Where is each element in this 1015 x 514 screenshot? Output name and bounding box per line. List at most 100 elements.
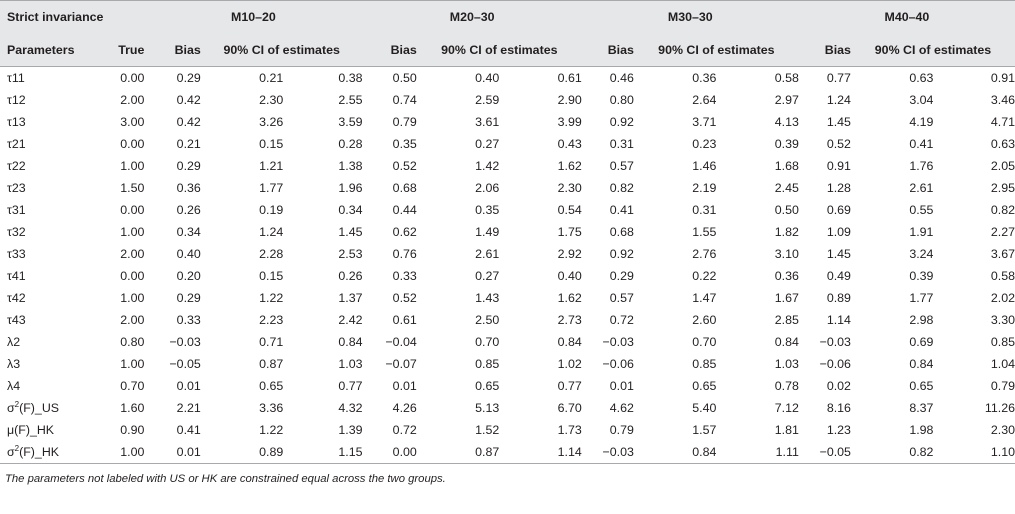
header-bias: Bias [824,42,851,57]
bias-value: 0.52 [392,291,417,305]
ci-upper: 6.70 [557,401,582,415]
ci-lower: 0.55 [909,203,934,217]
bias-value: 0.29 [176,291,201,305]
ci-upper: 4.32 [338,401,363,415]
ci-upper: 1.45 [338,225,363,239]
group-label: M20–30 [449,10,495,24]
ci-upper: 1.02 [557,357,582,371]
ci-upper: 3.30 [990,313,1015,327]
ci-lower: 0.85 [692,357,717,371]
bias-value: 0.29 [176,71,201,85]
ci-upper: 0.50 [774,203,799,217]
ci-upper: 2.92 [557,247,582,261]
parameter-suffix: (F)_US [19,401,60,415]
table-row: τ42 1.00 0.29 1.22 1.37 0.52 1.43 1.62 0.57 1.47 1… [0,287,1015,309]
ci-lower: 3.04 [909,93,934,107]
parameter-name: τ33 [7,247,26,261]
ci-lower: 1.24 [259,225,284,239]
table-row: λ2 0.80 −0.03 0.71 0.84 −0.04 0.70 0.84 −0.03 0.7… [0,331,1015,353]
bias-value: 0.72 [609,313,634,327]
ci-lower: 0.23 [692,137,717,151]
ci-upper: 1.15 [338,445,363,459]
ci-lower: 4.19 [909,115,934,129]
table-row: μ(F)_HK 0.90 0.41 1.22 1.39 0.72 1.52 1.73 0.79 1… [0,419,1015,441]
ci-lower: 0.19 [259,203,284,217]
ci-upper: 2.27 [990,225,1015,239]
ci-upper: 0.39 [774,137,799,151]
ci-upper: 1.10 [990,445,1015,459]
bias-value: −0.03 [602,445,634,459]
true-value: 1.00 [120,445,145,459]
bias-value: 0.57 [609,159,634,173]
header-ci: 90% CI of estimates [223,42,340,57]
group-m20-30: M20–30 [363,1,582,34]
true-value: 1.00 [120,357,145,371]
bias-value: 0.26 [176,203,201,217]
group-label: M30–30 [667,10,713,24]
header-ci: 90% CI of estimates [441,42,558,57]
ci-lower: 3.36 [259,401,284,415]
bias-value: 0.36 [176,181,201,195]
bias-value: 0.44 [392,203,417,217]
true-value: 0.00 [120,137,145,151]
column-header-row: Parameters True Bias 90% CI of estimates… [0,33,1015,67]
ci-lower: 2.19 [692,181,717,195]
parameter-name: τ43 [7,313,26,327]
ci-upper: 1.04 [990,357,1015,371]
group-header-row: Strict invariance M10–20 M20–30 M30–30 M… [0,0,1015,34]
ci-upper: 0.40 [557,269,582,283]
bias-value: 0.76 [392,247,417,261]
true-value: 1.50 [120,181,145,195]
ci-lower: 0.87 [259,357,284,371]
ci-lower: 1.55 [692,225,717,239]
ci-upper: 1.81 [774,423,799,437]
bias-value: 0.52 [392,159,417,173]
bias-value: 0.40 [176,247,201,261]
bias-value: 0.74 [392,93,417,107]
ci-upper: 0.54 [557,203,582,217]
ci-lower: 1.76 [909,159,934,173]
bias-value: 0.42 [176,93,201,107]
ci-lower: 0.82 [909,445,934,459]
ci-lower: 0.15 [259,269,284,283]
group-label: M40–40 [884,10,930,24]
parameter-name: τ23 [7,181,26,195]
bias-value: 1.24 [826,93,851,107]
bias-value: 0.00 [392,445,417,459]
ci-upper: 0.58 [774,71,799,85]
ci-lower: 1.77 [259,181,284,195]
bias-value: 0.29 [609,269,634,283]
ci-upper: 0.38 [338,71,363,85]
ci-lower: 2.61 [909,181,934,195]
bias-value: 0.49 [826,269,851,283]
ci-upper: 1.67 [774,291,799,305]
ci-lower: 2.30 [259,93,284,107]
bias-value: 0.01 [176,379,201,393]
ci-lower: 0.40 [475,71,500,85]
ci-lower: 3.24 [909,247,934,261]
ci-upper: 1.75 [557,225,582,239]
ci-upper: 0.84 [338,335,363,349]
table-row: τ22 1.00 0.29 1.21 1.38 0.52 1.42 1.62 0.57 1.46 1… [0,155,1015,177]
parameter-symbol: σ [7,445,15,459]
ci-lower: 0.41 [909,137,934,151]
ci-lower: 5.40 [692,401,717,415]
ci-upper: 1.96 [338,181,363,195]
ci-upper: 1.62 [557,291,582,305]
ci-upper: 0.43 [557,137,582,151]
bias-value: 0.33 [176,313,201,327]
ci-lower: 0.65 [259,379,284,393]
bias-value: 0.01 [609,379,634,393]
bias-value: −0.03 [602,335,634,349]
ci-upper: 3.10 [774,247,799,261]
bias-value: 0.50 [392,71,417,85]
bias-value: −0.03 [819,335,851,349]
ci-upper: 1.38 [338,159,363,173]
ci-lower: 0.31 [692,203,717,217]
ci-lower: 0.22 [692,269,717,283]
bias-value: 0.79 [392,115,417,129]
ci-lower: 1.77 [909,291,934,305]
bias-value: −0.07 [385,357,417,371]
ci-upper: 1.03 [338,357,363,371]
parameter-name: τ31 [7,203,26,217]
